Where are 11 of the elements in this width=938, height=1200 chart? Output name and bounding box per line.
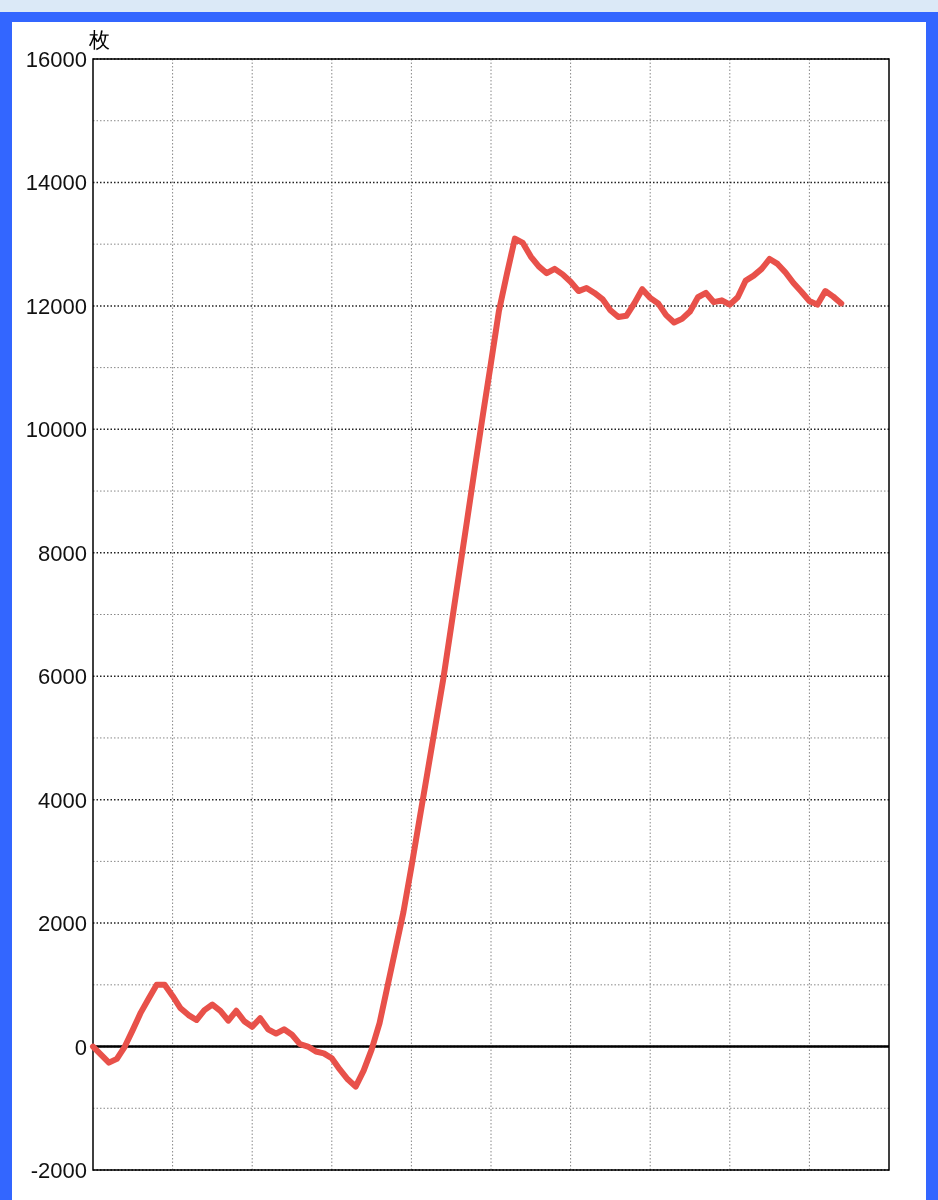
y-tick-label: 4000: [38, 787, 87, 813]
y-tick-label: 8000: [38, 540, 87, 566]
y-tick-label: 10000: [25, 417, 87, 443]
y-tick-label: 2000: [38, 911, 87, 937]
y-tick-label: -2000: [30, 1158, 87, 1183]
y-tick-label: 6000: [38, 664, 87, 690]
y-axis-title: 枚: [88, 28, 110, 51]
y-tick-label: 12000: [25, 293, 87, 319]
y-tick-label: 0: [74, 1034, 87, 1060]
y-tick-label: 14000: [25, 170, 87, 196]
y-tick-label: 16000: [25, 47, 87, 72]
